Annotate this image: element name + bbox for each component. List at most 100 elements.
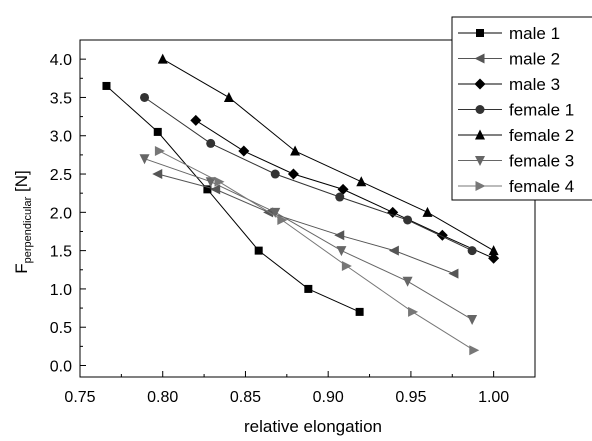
data-point [157, 53, 168, 64]
plot-frame [79, 39, 536, 378]
legend-box [451, 16, 592, 201]
data-point [341, 260, 352, 271]
legend-item-female-1: female 1 [458, 101, 574, 120]
y-axis-label: Fperpendicular [N] [12, 170, 34, 274]
series-line [162, 58, 494, 252]
legend-marker [476, 29, 484, 37]
y-tick-label: 4.0 [50, 52, 72, 69]
legend-item-male-2: male 2 [458, 50, 560, 69]
legend-label: male 1 [509, 24, 560, 43]
data-point [304, 284, 313, 293]
legend-item-female-3: female 3 [458, 152, 574, 171]
y-tick-label: 0.5 [50, 320, 72, 337]
series-female-1 [140, 92, 477, 256]
x-tick-label: 1.00 [478, 389, 509, 406]
data-point [488, 245, 499, 256]
data-point [488, 252, 500, 264]
y-tick-label: 2.5 [50, 167, 72, 184]
y-tick-label: 0.0 [50, 359, 72, 376]
legend-marker [475, 105, 485, 114]
data-point [467, 315, 478, 326]
data-point [205, 177, 216, 188]
series-male-2 [152, 169, 459, 279]
x-tick-label: 0.85 [230, 389, 261, 406]
legend-label: male 3 [509, 75, 560, 94]
y-axis-label-subscript: perpendicular [22, 196, 34, 263]
data-point [335, 192, 345, 202]
data-point [206, 138, 216, 148]
legend-label: female 1 [509, 101, 574, 120]
y-axis-label-main: F [12, 263, 31, 273]
legend-item-male-3: male 3 [458, 75, 560, 94]
data-point [139, 154, 150, 165]
data-point [287, 168, 299, 180]
legend-item-male-1: male 1 [458, 24, 560, 43]
y-tick-label: 1.5 [50, 244, 72, 261]
data-point [355, 307, 364, 316]
data-point [403, 215, 413, 225]
data-point [153, 127, 162, 136]
legend: male 1 male 2 male 3 female 1 female 2 female… [451, 16, 592, 201]
data-point [270, 207, 281, 218]
legend-marker [474, 78, 486, 90]
legend-marker [475, 129, 485, 140]
data-point [223, 91, 234, 102]
data-point [408, 306, 419, 317]
data-point [214, 176, 225, 187]
data-point [254, 246, 263, 255]
series-female-3 [139, 154, 478, 326]
x-axis-label: relative elongation [244, 417, 382, 436]
data-point [102, 81, 111, 90]
legend-marker [475, 156, 485, 166]
legend-label: male 2 [509, 50, 560, 69]
data-point [337, 183, 349, 195]
data-point [210, 184, 221, 195]
series-female-2 [157, 53, 499, 256]
legend-label: female 4 [509, 177, 574, 196]
data-point [140, 92, 150, 102]
series-line [106, 85, 360, 313]
data-point [448, 268, 459, 279]
series-female-4 [154, 146, 480, 356]
data-point [467, 246, 477, 256]
data-point [336, 246, 347, 257]
legend-label: female 2 [509, 126, 574, 145]
data-point [334, 230, 345, 241]
series-line [144, 158, 473, 321]
legend-item-female-2: female 2 [458, 126, 574, 145]
legend-marker [475, 181, 486, 191]
data-point [387, 206, 399, 218]
data-point [356, 176, 367, 187]
data-point [154, 146, 165, 157]
series-line [159, 150, 475, 351]
data-point [422, 206, 433, 217]
series-line [144, 96, 473, 252]
data-point [203, 185, 212, 194]
data-point [152, 169, 163, 180]
data-point [238, 145, 250, 157]
data-point [469, 345, 480, 356]
y-tick-label: 2.0 [50, 205, 72, 222]
data-point [270, 169, 280, 179]
x-tick-label: 0.95 [395, 389, 426, 406]
y-axis-label-unit: [N] [12, 170, 31, 196]
x-tick-label: 0.80 [147, 389, 178, 406]
series-male-1 [102, 81, 364, 316]
data-point [277, 214, 288, 225]
legend-label: female 3 [509, 152, 574, 171]
data-point [290, 145, 301, 156]
series-male-3 [190, 114, 500, 264]
y-tick-label: 3.0 [50, 129, 72, 146]
y-tick-label: 1.0 [50, 282, 72, 299]
x-tick-label: 0.90 [313, 389, 344, 406]
data-point [190, 114, 202, 126]
data-point [388, 245, 399, 256]
data-point [402, 276, 413, 287]
x-tick-label: 0.75 [64, 389, 95, 406]
legend-marker [474, 53, 485, 64]
plot-area [102, 53, 500, 356]
y-tick-label: 3.5 [50, 90, 72, 107]
legend-item-female-4: female 4 [458, 177, 574, 196]
axes: 0.75 0.80 0.85 0.90 0.95 1.00 0.0 0.5 1.0 1.5 2.0 2… [50, 39, 536, 406]
